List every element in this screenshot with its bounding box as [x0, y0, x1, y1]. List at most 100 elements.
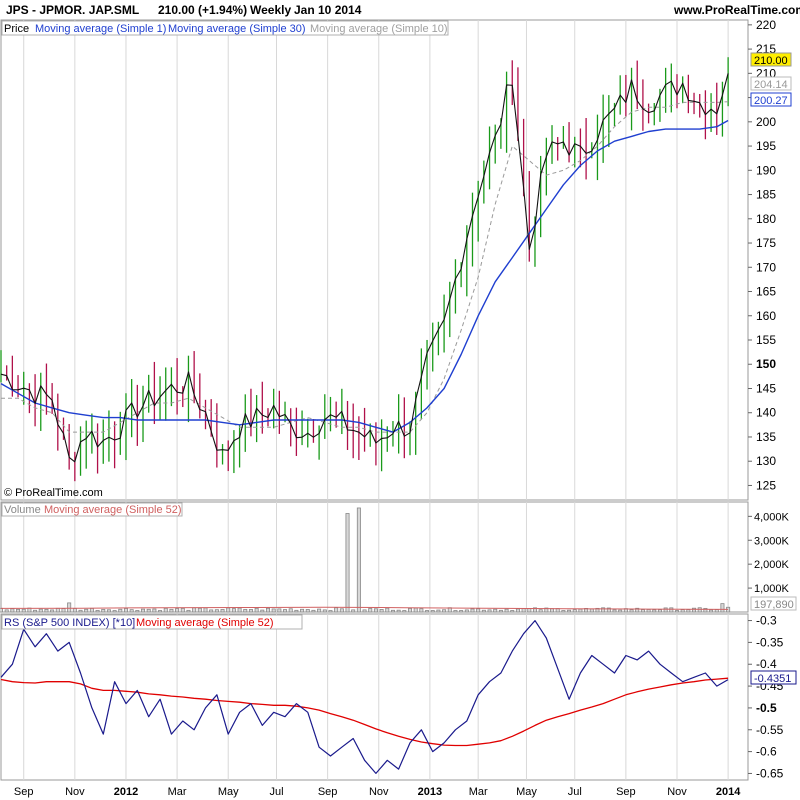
- volume-bar: [4, 609, 9, 613]
- price-y-tick-label: 180: [756, 212, 776, 226]
- x-tick-label: Sep: [318, 786, 338, 798]
- volume-bar: [487, 609, 492, 613]
- series-lines: [0, 73, 729, 775]
- volume-bar: [635, 607, 640, 613]
- volume-bar: [300, 608, 305, 613]
- volume-bar: [470, 608, 475, 613]
- volume-y-tick-label: 2,000K: [754, 559, 790, 571]
- volume-bar: [368, 608, 373, 613]
- price-y-tick-label: 170: [756, 260, 776, 274]
- volume-panel: [0, 501, 749, 613]
- volume-bar: [305, 609, 310, 613]
- volume-bar: [72, 608, 77, 613]
- volume-bar: [464, 609, 469, 613]
- x-tick-label: 2012: [114, 786, 138, 798]
- period: Weekly: [250, 3, 291, 17]
- volume-bar: [640, 609, 645, 613]
- volume-bar: [714, 609, 719, 613]
- price-y-tick-label: 175: [756, 236, 776, 250]
- volume-bar: [180, 607, 185, 613]
- volume-bar: [697, 607, 702, 613]
- price-legend: Price Moving average (Simple 1) Moving a…: [1, 20, 449, 36]
- volume-bar: [527, 608, 532, 613]
- x-tick-label: Nov: [65, 786, 85, 798]
- volume-bar: [674, 610, 679, 613]
- volume-bar: [515, 608, 520, 613]
- price-y-tick-label: 165: [756, 285, 776, 299]
- volume-bar: [78, 609, 83, 613]
- volume-bar: [135, 610, 140, 613]
- volume-bar: [396, 609, 401, 613]
- volume-bar: [453, 610, 458, 613]
- volume-bar: [118, 608, 123, 613]
- volume-bar: [373, 608, 378, 613]
- volume-bar: [345, 513, 350, 613]
- date: Jan 10 2014: [294, 3, 362, 17]
- x-tick-label: Nov: [369, 786, 389, 798]
- volume-bar: [459, 610, 464, 613]
- x-tick-label: Sep: [616, 786, 636, 798]
- price-y-tick-label: 155: [756, 333, 776, 347]
- price-y-tick-label: 185: [756, 188, 776, 202]
- volume-bar: [720, 603, 725, 613]
- volume-bar: [163, 607, 168, 613]
- volume-bar: [561, 610, 566, 613]
- volume-bar: [646, 609, 651, 613]
- volume-bars: [0, 507, 731, 613]
- chart-title: JPS - JPMOR. JAP.SML: [6, 3, 139, 17]
- volume-bar: [55, 607, 60, 613]
- legend-ma30: Moving average (Simple 30): [168, 23, 306, 35]
- axis-ticks: Sep Nov 2012 Mar May Jul Sep Nov 2013 Mar May Jul Se…: [14, 18, 790, 798]
- volume-bar: [44, 608, 49, 613]
- volume-bar: [442, 609, 447, 613]
- volume-bar: [317, 608, 322, 613]
- rs-y-tick-label: -0.4: [756, 657, 777, 671]
- volume-bar: [589, 608, 594, 613]
- volume-bar: [186, 609, 191, 613]
- x-tick-label: Nov: [667, 786, 687, 798]
- volume-bar: [260, 609, 265, 613]
- volume-bar: [436, 609, 441, 613]
- volume-bar: [657, 609, 662, 613]
- price-y-tick-label: 195: [756, 139, 776, 153]
- volume-bar: [612, 609, 617, 613]
- price-y-tick-label: 130: [756, 454, 776, 468]
- legend-volume-ma52: Moving average (Simple 52): [44, 504, 182, 516]
- legend-ma1: Moving average (Simple 1): [35, 23, 166, 35]
- legend-price: Price: [4, 23, 29, 35]
- volume-bar: [141, 608, 146, 613]
- volume-bar: [686, 609, 691, 613]
- volume-bar: [652, 609, 657, 613]
- volume-bar: [248, 609, 253, 613]
- volume-bar: [16, 608, 21, 613]
- copyright: © ProRealTime.com: [4, 487, 103, 499]
- volume-bar: [402, 610, 407, 613]
- volume-bar: [106, 609, 111, 613]
- volume-bar: [254, 607, 259, 613]
- volume-bar: [123, 608, 128, 613]
- volume-bar: [538, 609, 543, 613]
- volume-bar: [663, 607, 668, 613]
- x-tick-label: May: [516, 786, 537, 798]
- volume-bar: [550, 608, 555, 613]
- volume-bar: [112, 610, 117, 613]
- price-y-tick-label: 140: [756, 406, 776, 420]
- volume-bar: [169, 608, 174, 613]
- volume-bar: [606, 607, 611, 613]
- volume-bar: [33, 609, 38, 613]
- volume-bar: [209, 609, 214, 613]
- volume-bar: [89, 607, 94, 613]
- label-ma10: 204.14: [754, 79, 788, 91]
- volume-bar: [476, 608, 481, 613]
- rs-y-tick-label: -0.35: [756, 635, 784, 649]
- value-labels: 210.00 204.14 200.27 197,890 -0.4351: [750, 52, 797, 685]
- volume-bar: [265, 607, 270, 613]
- volume-bar: [618, 609, 623, 613]
- volume-bar: [669, 607, 674, 613]
- volume-bar: [498, 609, 503, 613]
- ma10-line: [1, 101, 729, 433]
- x-tick-label: Jul: [269, 786, 283, 798]
- volume-bar: [544, 607, 549, 613]
- label-last-volume: 197,890: [754, 599, 794, 611]
